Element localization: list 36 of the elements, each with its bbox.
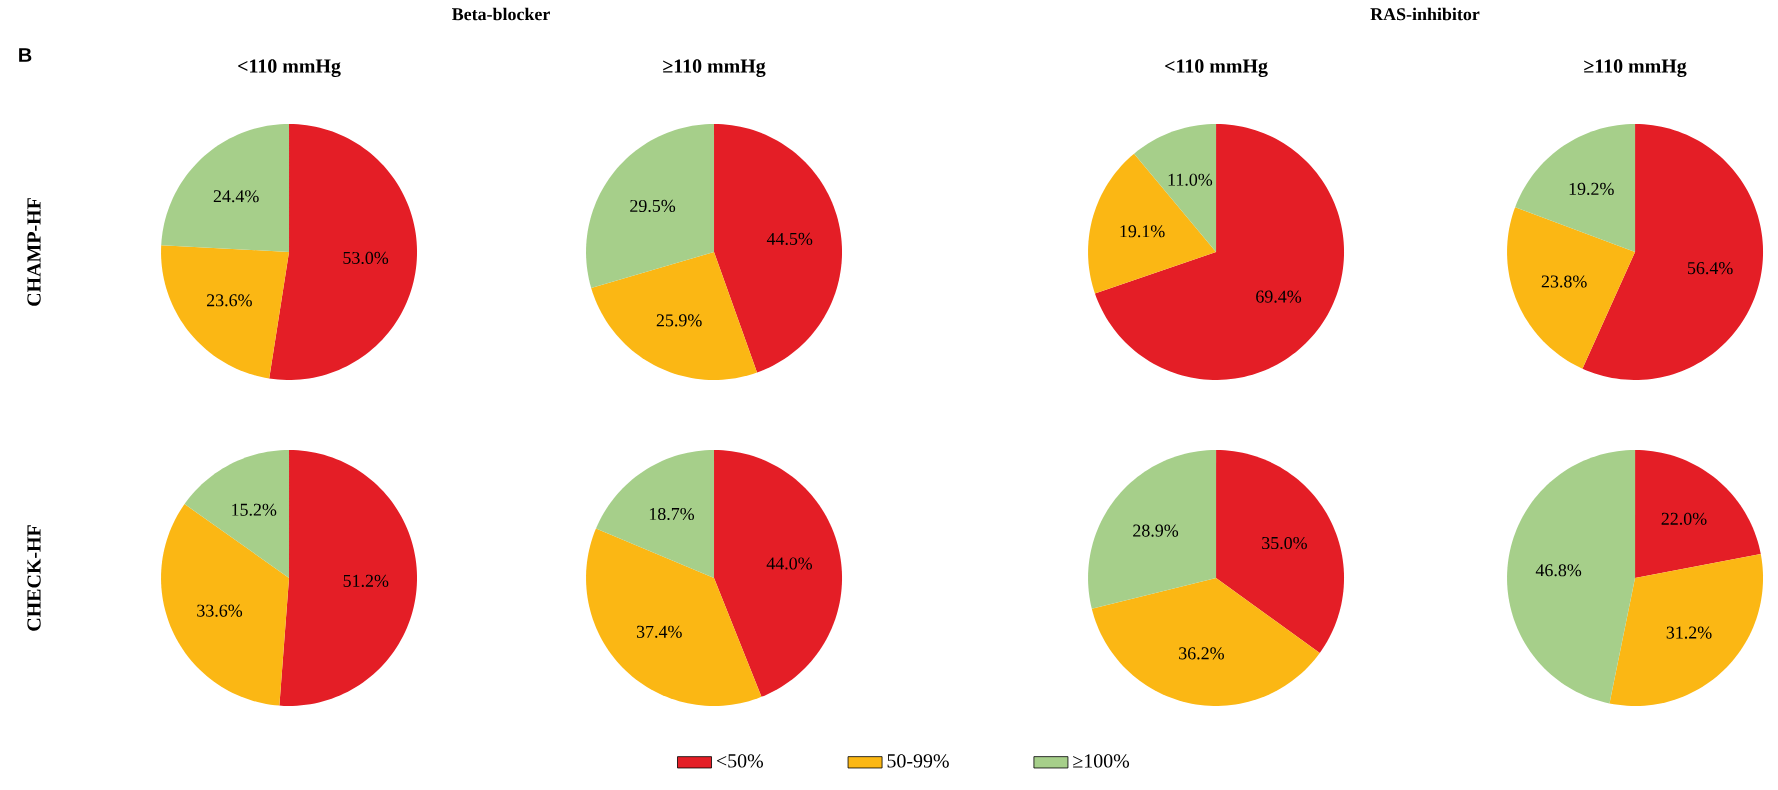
data-label: 44.5%	[766, 232, 813, 245]
legend-label: <50%	[716, 754, 764, 768]
text: B	[19, 48, 32, 62]
data-label: 33.6%	[197, 604, 243, 617]
data-label: 25.9%	[656, 314, 702, 327]
data-label: 37.4%	[636, 625, 682, 638]
data-label: 15.2%	[232, 503, 277, 516]
data-label: 28.9%	[1133, 524, 1179, 537]
chart-title: <110 mmHg	[238, 59, 341, 77]
text: Beta-blocker	[452, 7, 550, 21]
data-label: 56.4%	[1688, 262, 1733, 275]
data-label: 24.4%	[213, 190, 259, 203]
text: CHECK-HF	[27, 525, 41, 631]
legend-label: ≥100%	[1073, 754, 1130, 768]
data-label: 23.6%	[206, 294, 252, 307]
data-label: 51.2%	[343, 574, 389, 587]
data-label: 31.2%	[1666, 626, 1712, 639]
data-label: 19.2%	[1569, 182, 1614, 195]
data-label: 11.0%	[1168, 173, 1213, 186]
data-label: 46.8%	[1535, 564, 1582, 577]
legend-label: 50-99%	[887, 754, 949, 768]
text: RAS-inhibitor	[1370, 7, 1480, 21]
chart-title: ≥110 mmHg	[1584, 59, 1687, 77]
data-label: 19.1%	[1120, 225, 1165, 238]
data-label: 35.0%	[1262, 536, 1307, 550]
chart-title: <110 mmHg	[1165, 59, 1268, 77]
data-label: 36.2%	[1179, 647, 1224, 660]
data-label: 29.5%	[630, 199, 676, 213]
data-label: 22.0%	[1661, 512, 1707, 525]
data-label: 18.7%	[649, 507, 695, 521]
chart-title: ≥110 mmHg	[663, 59, 766, 77]
data-label: 44.0%	[766, 557, 813, 570]
data-label: 23.8%	[1541, 275, 1587, 288]
data-label: 69.4%	[1256, 290, 1302, 303]
text: CHAMP-HF	[27, 198, 41, 306]
data-label: 53.0%	[343, 251, 389, 265]
